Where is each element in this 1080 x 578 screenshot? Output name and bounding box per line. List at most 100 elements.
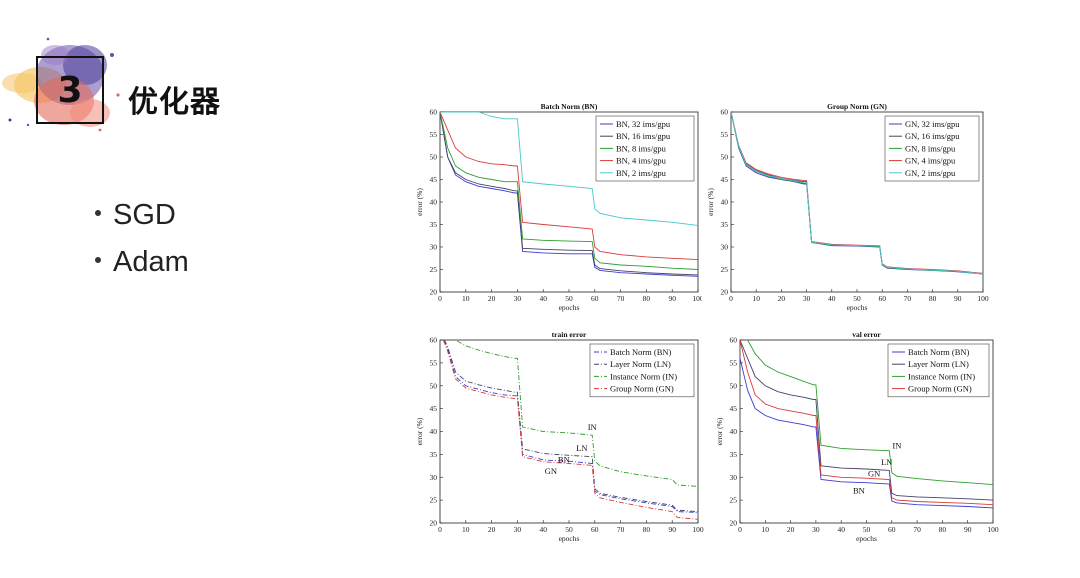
legend-entry: BN, 16 ims/gpu — [616, 131, 671, 141]
y-tick-label: 45 — [730, 404, 738, 413]
x-tick-label: 60 — [878, 294, 886, 303]
x-tick-label: 0 — [438, 294, 442, 303]
y-tick-label: 55 — [430, 358, 438, 367]
x-tick-label: 40 — [837, 525, 845, 534]
series-line — [443, 340, 698, 513]
x-tick-label: 60 — [591, 294, 599, 303]
legend-entry: Group Norm (GN) — [908, 384, 972, 394]
section-header: 3 优化器 — [0, 25, 320, 145]
legend-entry: BN, 4 ims/gpu — [616, 156, 667, 166]
series-line — [442, 340, 698, 520]
legend-entry: GN, 16 ims/gpu — [905, 131, 960, 141]
chart-title: train error — [552, 330, 587, 339]
y-tick-label: 55 — [721, 130, 729, 139]
annotation-label: GN — [868, 468, 880, 478]
y-tick-label: 50 — [721, 153, 729, 162]
y-tick-label: 45 — [430, 175, 438, 184]
x-tick-label: 30 — [514, 294, 522, 303]
x-axis-label: epochs — [856, 534, 877, 543]
y-tick-label: 60 — [730, 336, 738, 345]
x-tick-label: 50 — [565, 525, 573, 534]
x-tick-label: 20 — [488, 525, 496, 534]
y-tick-label: 35 — [430, 450, 438, 459]
x-tick-label: 10 — [762, 525, 770, 534]
legend-entry: Layer Norm (LN) — [610, 359, 671, 369]
y-tick-label: 60 — [721, 108, 729, 117]
chart-group-norm: 0 10 20 30 40 50 60 70 80 90 100 20 25 30 35 40 45 50 55 60… — [706, 102, 989, 312]
legend — [589, 343, 695, 398]
legend-entry: Batch Norm (BN) — [908, 347, 970, 357]
x-tick-label: 70 — [617, 525, 625, 534]
y-tick-label: 25 — [430, 496, 438, 505]
y-axis-label: error (%) — [706, 188, 715, 216]
y-tick-label: 35 — [730, 450, 738, 459]
bullet-dot-icon — [95, 257, 101, 264]
y-tick-label: 30 — [430, 473, 438, 482]
y-tick-label: 60 — [430, 108, 438, 117]
x-tick-label: 80 — [929, 294, 937, 303]
y-tick-label: 30 — [730, 473, 738, 482]
y-tick-label: 60 — [430, 336, 438, 345]
y-tick-label: 20 — [730, 519, 738, 528]
legend-entry: BN, 2 ims/gpu — [616, 168, 667, 178]
y-tick-label: 25 — [730, 496, 738, 505]
chart-train-error: 0 10 20 30 40 50 60 70 80 90 100 20 25 30 35 40 45 50 55 60… — [415, 330, 704, 543]
annotation-label: GN — [545, 466, 557, 476]
x-tick-label: 60 — [888, 525, 896, 534]
x-tick-label: 100 — [692, 525, 704, 534]
y-tick-label: 40 — [430, 198, 438, 207]
legend-entry: GN, 2 ims/gpu — [905, 168, 956, 178]
legend-entry: GN, 4 ims/gpu — [905, 156, 956, 166]
y-tick-label: 30 — [721, 243, 729, 252]
y-tick-label: 20 — [430, 519, 438, 528]
y-tick-label: 20 — [430, 288, 438, 297]
y-tick-label: 50 — [430, 153, 438, 162]
annotation-label: IN — [588, 422, 597, 432]
bullet-list: SGD Adam — [95, 197, 189, 291]
x-tick-label: 20 — [488, 294, 496, 303]
x-tick-label: 0 — [438, 525, 442, 534]
y-tick-label: 55 — [730, 358, 738, 367]
x-axis-label: epochs — [847, 303, 868, 312]
x-tick-label: 60 — [591, 525, 599, 534]
y-tick-label: 45 — [430, 404, 438, 413]
x-tick-label: 10 — [462, 525, 470, 534]
series-line — [454, 340, 698, 487]
y-tick-label: 55 — [430, 130, 438, 139]
chart-title: Batch Norm (BN) — [541, 102, 598, 111]
legend-entry: Instance Norm (IN) — [610, 371, 677, 381]
y-tick-label: 50 — [730, 381, 738, 390]
x-tick-label: 40 — [539, 294, 547, 303]
x-tick-label: 80 — [939, 525, 947, 534]
x-tick-label: 80 — [643, 525, 651, 534]
x-tick-label: 70 — [904, 294, 912, 303]
chart-title: val error — [852, 330, 881, 339]
x-tick-label: 90 — [668, 525, 676, 534]
x-tick-label: 90 — [954, 294, 962, 303]
annotation-label: LN — [576, 443, 587, 453]
list-item: SGD — [95, 197, 189, 244]
x-tick-label: 50 — [853, 294, 861, 303]
y-tick-label: 40 — [730, 427, 738, 436]
y-tick-label: 25 — [430, 265, 438, 274]
annotation-label: BN — [558, 455, 570, 465]
series-line — [747, 340, 993, 486]
x-tick-label: 70 — [913, 525, 921, 534]
series-line — [731, 112, 983, 275]
bullet-dot-icon — [95, 210, 101, 217]
annotation-label: IN — [892, 440, 901, 450]
y-axis-label: error (%) — [715, 417, 724, 445]
series-line — [740, 340, 993, 506]
y-tick-label: 30 — [430, 243, 438, 252]
watercolor-splash-icon — [2, 37, 120, 132]
y-tick-label: 20 — [721, 288, 729, 297]
x-tick-label: 100 — [977, 294, 989, 303]
x-tick-label: 10 — [462, 294, 470, 303]
series-line — [440, 112, 698, 276]
legend-entry: Instance Norm (IN) — [908, 371, 975, 381]
x-axis-label: epochs — [559, 534, 580, 543]
x-tick-label: 40 — [539, 525, 547, 534]
x-tick-label: 0 — [738, 525, 742, 534]
list-item-label: SGD — [113, 199, 176, 231]
legend-entry: Layer Norm (LN) — [908, 359, 969, 369]
